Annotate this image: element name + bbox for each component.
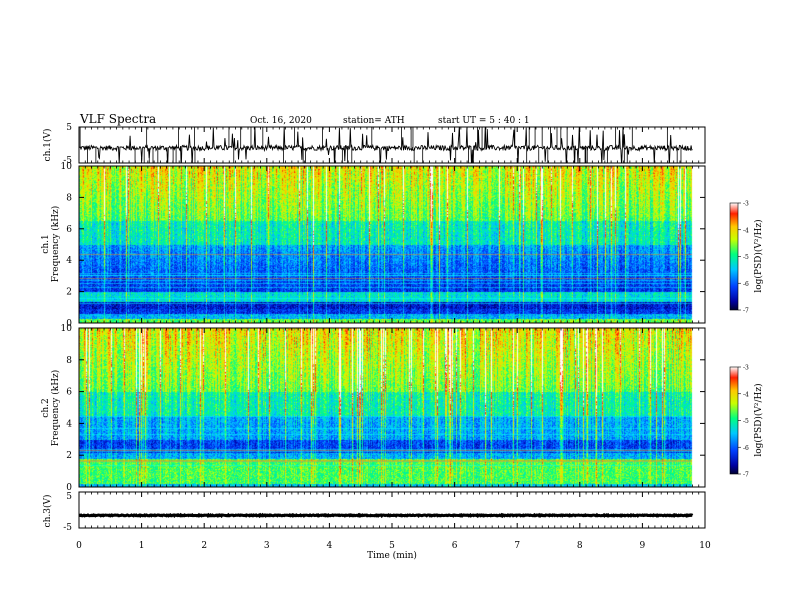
freq-tick-label: 4: [66, 256, 72, 266]
ch3-ylabel: ch.3(V): [42, 495, 53, 528]
time-tick-label: 7: [514, 541, 520, 551]
freq-tick-label: 0: [66, 483, 72, 493]
time-axis-label: Time (min): [367, 550, 417, 561]
time-tick-label: 2: [201, 541, 207, 551]
colorbar-tick-label: -4: [743, 227, 749, 234]
ch2-colorbar-ticks: -3 -4 -5 -6 -7: [738, 365, 749, 479]
colorbar-tick-label: -6: [743, 281, 749, 288]
time-tick-label: 1: [139, 541, 145, 551]
time-tick-labels: 0 1 2 3 4 5 6 7 8 9 10: [76, 541, 711, 551]
time-tick-marks: [78, 127, 706, 528]
ch1-spectrogram-ylabel: Frequency (kHz): [50, 206, 61, 283]
time-tick-label: 6: [452, 541, 458, 551]
ch1-ylabel: ch.1(V): [42, 129, 53, 162]
ch1-spectrogram-yticks: 0 2 4 6 8 10: [61, 162, 705, 329]
ch2-colorbar-label: log(PSD)(V²/Hz): [753, 383, 764, 456]
ch3-waveform-trace: [79, 512, 694, 519]
time-tick-label: 0: [76, 541, 82, 551]
time-tick-label: 3: [264, 541, 270, 551]
ch2-spectrogram-ylabel: Frequency (kHz): [50, 370, 61, 447]
ch1-spectrogram-channel-label: ch.1: [41, 234, 51, 253]
figure-title: VLF Spectra: [79, 112, 156, 126]
colorbar-tick-label: -5: [743, 254, 749, 261]
ch2-spectrogram-heatmap: [79, 328, 705, 487]
ch1-ytick-top: 5: [66, 123, 72, 133]
ch2-spectrogram-yticks: 0 2 4 6 8 10: [61, 324, 705, 493]
freq-tick-label: 8: [66, 193, 72, 203]
colorbar-tick-label: -5: [743, 418, 749, 425]
freq-tick-label: 0: [66, 319, 72, 329]
waveform-line: [79, 512, 694, 519]
colorbar-tick-label: -3: [743, 365, 749, 372]
ch3-ytick-bottom: -5: [63, 523, 72, 533]
ch1-ytick-bottom: -5: [63, 156, 72, 166]
ch1-waveform-panel: 5 -5 ch.1(V): [42, 123, 706, 166]
station-label: station= ATH: [343, 116, 405, 126]
time-tick-label: 9: [640, 541, 646, 551]
freq-tick-label: 6: [66, 225, 72, 235]
freq-tick-label: 8: [66, 356, 72, 366]
colorbar-tick-label: -7: [743, 308, 749, 315]
freq-tick-label: 10: [61, 162, 73, 172]
ch1-colorbar-ticks: -3 -4 -5 -6 -7: [738, 201, 749, 315]
ch1-waveform-trace: [79, 127, 693, 163]
colorbar-tick-label: -7: [743, 472, 749, 479]
time-tick-label: 4: [327, 541, 333, 551]
colorbar-tick-label: -3: [743, 201, 749, 208]
date-label: Oct. 16, 2020: [250, 116, 312, 126]
ch1-spectrogram-heatmap: [79, 166, 705, 323]
ch1-colorbar-label: log(PSD)(V²/Hz): [753, 219, 764, 292]
freq-tick-label: 2: [66, 451, 72, 461]
time-tick-label: 5: [389, 541, 395, 551]
freq-tick-label: 4: [66, 419, 72, 429]
colorbar-tick-label: -4: [743, 391, 749, 398]
ch2-spectrogram-channel-label: ch.2: [41, 398, 51, 417]
ch1-waveform-frame: [79, 127, 705, 163]
ch3-ytick-top: 5: [66, 492, 72, 502]
freq-tick-label: 6: [66, 388, 72, 398]
ch1-colorbar: [729, 202, 739, 311]
waveform-line: [79, 127, 693, 163]
time-tick-label: 10: [699, 541, 711, 551]
start-time-label: start UT = 5 : 40 : 1: [438, 116, 530, 126]
freq-tick-label: 10: [61, 324, 73, 334]
freq-tick-label: 2: [66, 288, 72, 298]
time-tick-label: 8: [577, 541, 583, 551]
colorbar-tick-label: -6: [743, 445, 749, 452]
ch2-colorbar: [729, 366, 739, 475]
